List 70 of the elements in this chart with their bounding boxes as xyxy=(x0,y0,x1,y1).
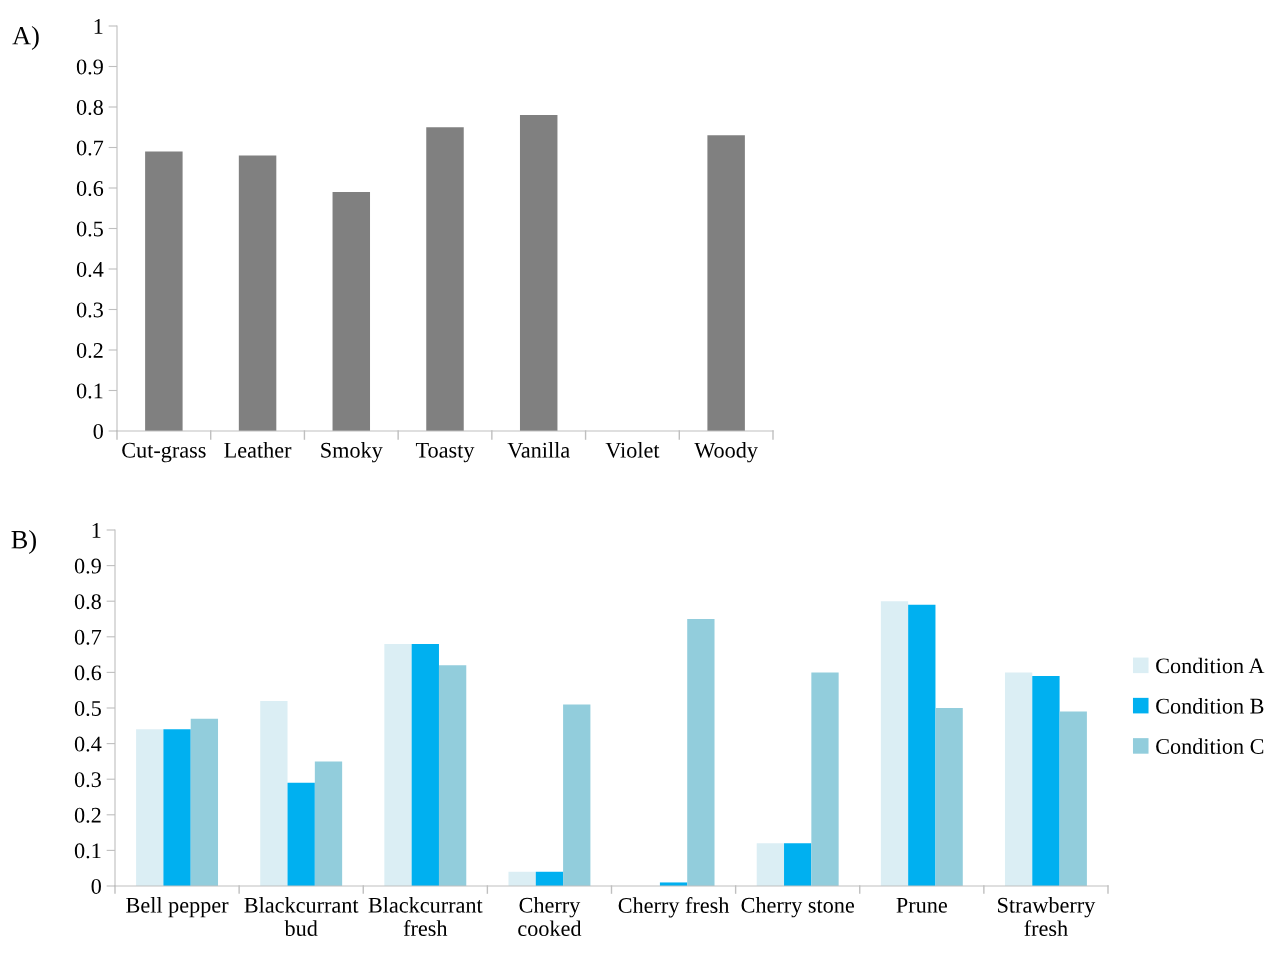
bar xyxy=(332,192,371,431)
x-tick-label: Bell pepper xyxy=(126,897,229,918)
bar xyxy=(384,643,412,886)
bar xyxy=(880,601,909,886)
x-tick-label: Smoky xyxy=(321,442,383,463)
y-tick-label: 0.1 xyxy=(74,843,101,859)
x-tick-label: Cherry fresh xyxy=(618,897,730,918)
bar xyxy=(784,843,812,886)
y-tick-label: 0.7 xyxy=(76,140,104,156)
bar xyxy=(707,135,745,431)
x-tick-label: Cherry stone xyxy=(741,897,854,918)
bar xyxy=(411,643,439,886)
y-tick-label: 0.6 xyxy=(76,180,104,197)
y-tick-label: 0.3 xyxy=(74,772,101,788)
bar xyxy=(1004,672,1033,886)
y-tick-label: 0.9 xyxy=(76,59,103,75)
bar xyxy=(811,672,839,886)
y-tick-label: 0.7 xyxy=(74,629,102,645)
legend-label: Condition C xyxy=(1156,738,1264,754)
bar xyxy=(426,127,464,431)
bar xyxy=(908,604,936,886)
y-tick-label: 0.2 xyxy=(74,807,101,823)
bar xyxy=(260,700,288,886)
bar xyxy=(1059,711,1087,886)
x-tick-label: Toasty xyxy=(415,442,475,463)
bar xyxy=(535,871,564,886)
y-tick-label: 0.4 xyxy=(74,736,102,752)
y-tick-label: 1 xyxy=(94,19,103,34)
x-tick-label: Cut-grass xyxy=(122,442,206,463)
y-tick-label: 0 xyxy=(93,423,103,439)
x-tick-label: Cherry cooked xyxy=(518,897,582,937)
y-tick-label: 0.8 xyxy=(76,99,103,116)
bar xyxy=(935,708,963,886)
y-tick-label: 0.4 xyxy=(76,261,104,278)
bar xyxy=(145,151,183,431)
bar xyxy=(508,871,536,886)
y-tick-label: 1 xyxy=(92,523,101,538)
bar xyxy=(287,782,315,886)
bar xyxy=(314,761,343,886)
x-tick-label: Blackcurrant bud xyxy=(244,897,359,936)
x-tick-label: Violet xyxy=(605,442,660,458)
bar xyxy=(190,718,219,886)
bar xyxy=(1032,675,1060,886)
bar xyxy=(563,704,591,886)
x-tick-label: Blackcurrant fresh xyxy=(368,897,483,936)
x-tick-label: Woody xyxy=(694,442,758,463)
x-tick-label: Strawberry fresh xyxy=(998,897,1096,937)
y-tick-label: 0.8 xyxy=(74,594,101,610)
legend-label: Condition B xyxy=(1156,697,1264,714)
bar xyxy=(687,619,715,886)
bar xyxy=(756,843,785,886)
x-tick-label: Leather xyxy=(224,442,292,458)
y-tick-label: 0.5 xyxy=(76,221,103,237)
bar xyxy=(163,729,191,886)
x-tick-label: Vanilla xyxy=(507,442,570,458)
y-tick-label: 0.3 xyxy=(76,302,103,318)
y-tick-label: 0.6 xyxy=(74,665,102,681)
chart-title: B) xyxy=(11,530,36,554)
y-tick-label: 0.2 xyxy=(76,342,103,359)
chart-title: A) xyxy=(12,26,39,50)
y-tick-label: 0.9 xyxy=(74,558,101,574)
bar xyxy=(136,729,164,886)
x-tick-label: Prune xyxy=(896,897,947,913)
bar xyxy=(438,665,467,886)
bar xyxy=(238,155,277,431)
y-tick-label: 0.5 xyxy=(74,700,101,717)
y-tick-label: 0 xyxy=(91,878,101,894)
bar xyxy=(519,115,558,431)
legend-label: Condition A xyxy=(1156,657,1265,674)
y-tick-label: 0.1 xyxy=(76,383,103,399)
